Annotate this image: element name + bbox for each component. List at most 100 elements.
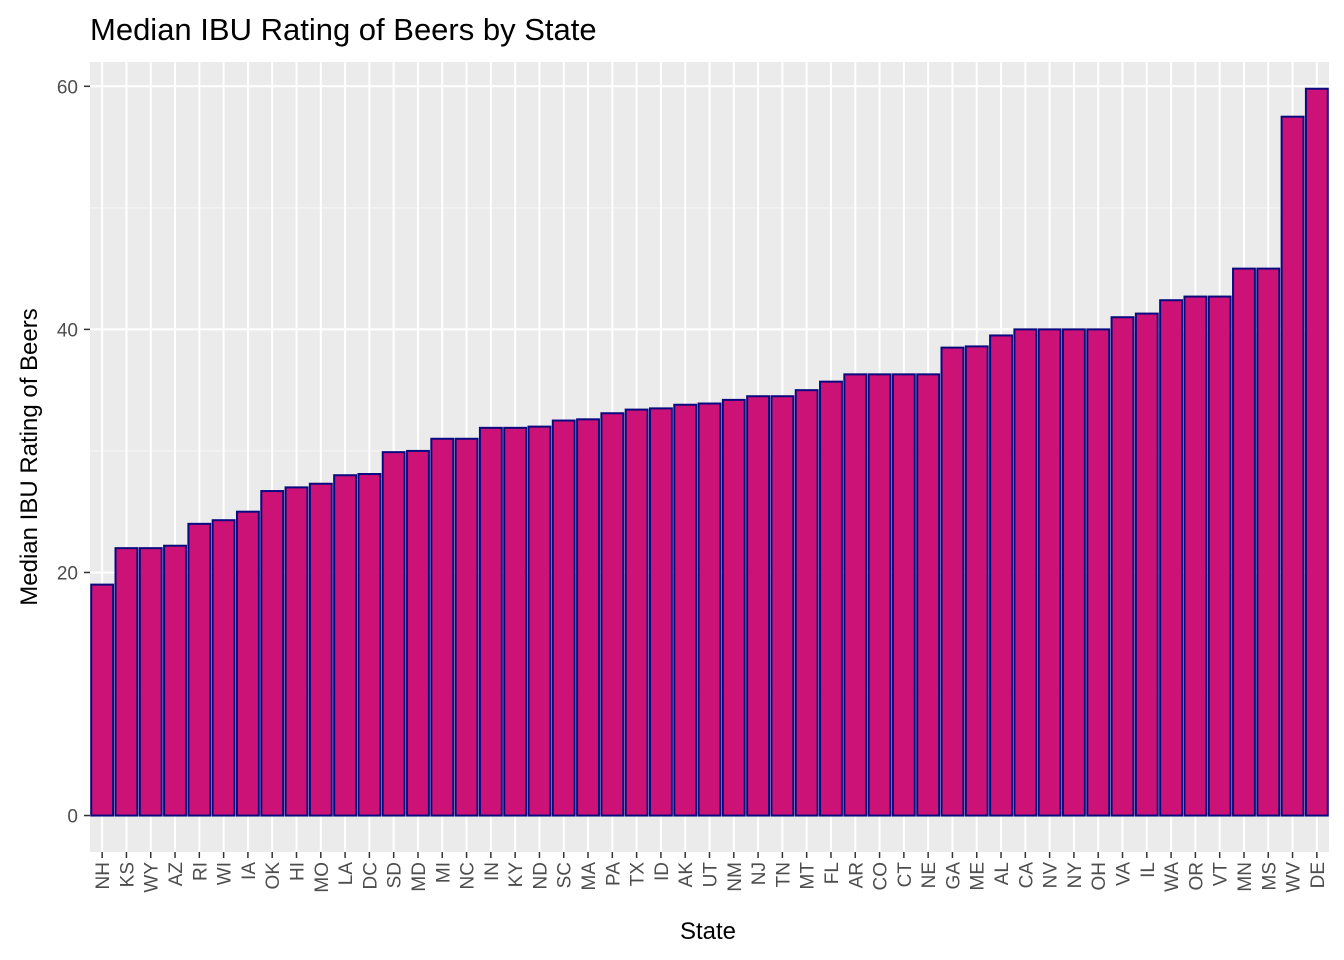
x-tick-label: SD [385,862,406,888]
x-tick-label: AZ [166,862,187,887]
x-tick-label: OK [263,862,284,890]
x-tick-label: MS [1259,862,1280,891]
x-tick-label: CO [871,862,892,891]
bar-ne [916,373,941,817]
x-tick-label: IL [1138,862,1159,878]
bar-ga [940,346,965,817]
bar-in [478,426,503,817]
bar-tn [770,395,795,817]
bar-il [1134,312,1159,817]
bar-nh [90,583,115,817]
x-tick-label: NC [458,862,479,889]
y-tick-label: 20 [57,563,78,584]
x-tick-label: IA [239,862,260,880]
bar-nv [1037,328,1062,817]
bar-dc [357,473,382,817]
x-axis-ticks: NH KS WY AZ RI WI IA OK HI MO LA DC SD MD MI NC IN KY ND SC… [93,852,1329,893]
x-tick-label: AK [676,862,697,888]
bars [90,87,1329,817]
bar-ct [891,373,916,817]
x-axis-title: State [680,918,736,945]
bar-la [333,474,358,817]
bar-pa [600,412,625,817]
bar-hi [284,486,309,817]
x-tick-label: MT [798,862,819,890]
x-tick-label: MO [312,862,333,893]
x-tick-label: MN [1235,862,1256,892]
x-tick-label: OR [1186,862,1207,891]
bar-ut [697,402,722,817]
bar-ms [1256,267,1281,817]
x-tick-label: WY [142,862,163,893]
bar-nd [527,425,552,817]
x-tick-label: WI [215,862,236,885]
bar-sc [551,419,576,817]
bar-ny [1061,328,1086,817]
bar-ky [503,426,528,817]
bar-nc [454,437,479,817]
x-tick-label: WV [1284,862,1305,893]
bar-id [648,407,673,817]
x-tick-label: TX [628,862,649,887]
x-tick-label: FL [822,862,843,884]
bar-co [867,373,892,817]
x-tick-label: VA [1114,862,1135,886]
bar-nm [721,398,746,817]
bar-sd [381,451,406,817]
y-tick-label: 40 [57,320,78,341]
bar-de [1304,87,1329,817]
bar-ri [187,522,212,817]
x-tick-label: AL [992,862,1013,885]
bar-az [163,544,187,817]
bar-mt [794,389,819,817]
chart-title: Median IBU Rating of Beers by State [90,12,597,47]
bar-mo [308,482,333,817]
x-tick-label: GA [943,862,964,890]
bar-wy [138,547,163,817]
bar-nj [746,395,771,817]
x-tick-label: NY [1065,862,1086,889]
bar-mn [1232,267,1256,817]
x-tick-label: CA [1016,862,1037,889]
x-tick-label: WA [1162,862,1183,892]
x-tick-label: UT [701,862,722,888]
bar-md [406,449,430,817]
y-tick-label: 0 [67,807,78,828]
x-tick-label: OH [1089,862,1110,891]
bar-wv [1280,115,1305,817]
bar-ca [1013,328,1038,817]
x-tick-label: CT [895,862,916,888]
x-tick-label: RI [190,862,211,881]
y-tick-label: 60 [57,77,78,98]
bar-va [1110,316,1135,817]
x-tick-label: MA [579,862,600,891]
x-tick-label: NE [919,862,940,888]
bar-ks [114,547,139,817]
bar-oh [1086,328,1111,817]
x-tick-label: NJ [749,862,770,885]
x-tick-label: DC [360,862,381,889]
bar-ar [843,373,868,817]
x-tick-label: NV [1041,862,1062,889]
bar-ak [673,403,698,817]
x-tick-label: NH [93,862,114,889]
bar-fl [819,380,843,817]
x-tick-label: KY [506,862,527,888]
x-tick-label: ND [530,862,551,889]
bar-ma [576,418,600,817]
bar-vt [1207,295,1232,817]
x-tick-label: MD [409,862,430,892]
x-tick-label: HI [288,862,309,881]
x-tick-label: PA [603,862,624,886]
x-tick-label: TN [773,862,794,887]
y-axis-ticks: 0 20 40 60 [57,77,90,828]
x-tick-label: LA [336,862,357,886]
bar-al [989,334,1013,817]
bar-me [964,345,989,817]
x-tick-label: MI [433,862,454,883]
x-tick-label: ID [652,862,673,881]
bar-wa [1159,299,1184,817]
bar-ok [260,490,285,817]
x-tick-label: ME [968,862,989,891]
